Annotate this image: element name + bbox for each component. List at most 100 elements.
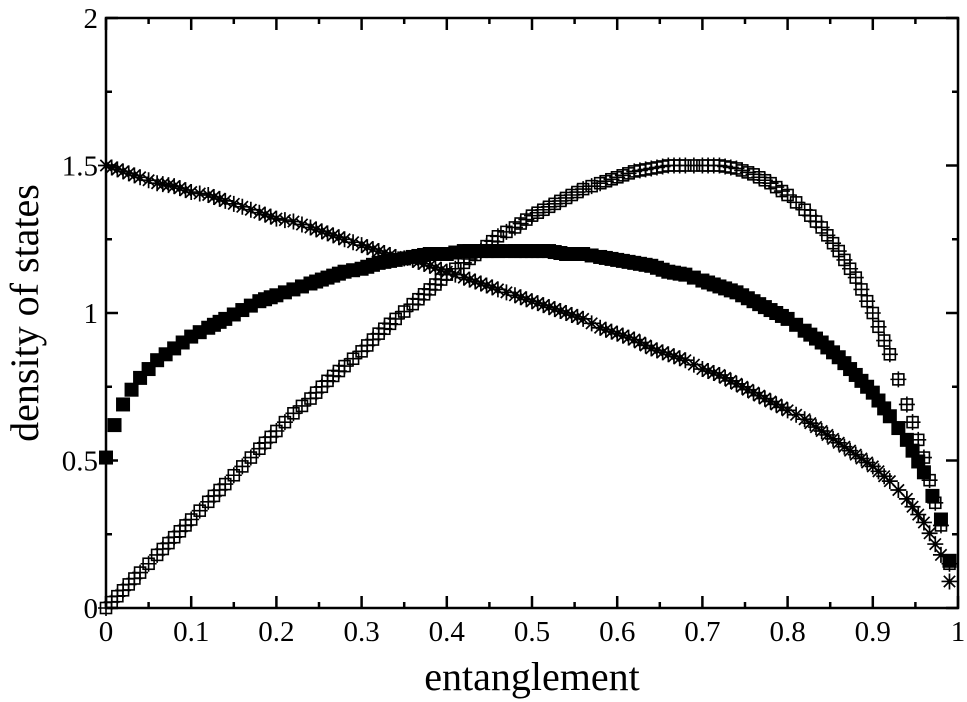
data-point bbox=[660, 346, 677, 363]
data-point bbox=[461, 271, 478, 288]
data-point bbox=[890, 371, 907, 388]
data-point bbox=[859, 454, 876, 471]
data-point bbox=[546, 301, 563, 318]
data-point bbox=[251, 204, 268, 221]
data-point bbox=[489, 228, 506, 245]
data-point bbox=[98, 157, 114, 174]
data-point bbox=[739, 381, 756, 398]
data-point bbox=[891, 421, 906, 436]
data-point bbox=[132, 169, 149, 186]
data-point bbox=[99, 450, 113, 465]
data-point bbox=[685, 356, 702, 373]
x-tick-label: 0.9 bbox=[855, 616, 891, 648]
data-point bbox=[535, 297, 552, 314]
data-point bbox=[498, 284, 515, 301]
data-point bbox=[825, 430, 842, 447]
data-point bbox=[592, 319, 609, 336]
data-point bbox=[648, 342, 665, 359]
data-point bbox=[768, 396, 785, 413]
data-point bbox=[285, 213, 302, 230]
data-point bbox=[512, 289, 529, 306]
y-tick-label: 0.5 bbox=[62, 446, 98, 478]
data-point bbox=[234, 198, 251, 215]
data-point bbox=[728, 375, 745, 392]
data-point bbox=[853, 450, 870, 467]
data-point bbox=[498, 223, 515, 240]
data-point bbox=[933, 512, 948, 527]
data-point bbox=[552, 303, 569, 320]
data-point bbox=[211, 190, 228, 207]
data-point bbox=[285, 405, 302, 422]
data-point bbox=[853, 281, 870, 298]
data-point bbox=[387, 248, 404, 265]
data-point bbox=[773, 399, 790, 416]
data-point bbox=[904, 498, 921, 515]
data-point bbox=[242, 449, 259, 466]
series-open-square-plus bbox=[98, 157, 958, 616]
data-point bbox=[506, 287, 523, 304]
data-point bbox=[762, 393, 779, 410]
data-point bbox=[745, 384, 762, 401]
data-point bbox=[819, 426, 836, 443]
data-point bbox=[905, 443, 920, 458]
data-point bbox=[779, 402, 796, 419]
data-point bbox=[308, 221, 325, 238]
data-point bbox=[225, 195, 242, 212]
x-tick-label: 0.7 bbox=[684, 616, 720, 648]
data-point bbox=[569, 308, 586, 325]
axis-tick-labels: 0 0.1 0.2 0.3 0.4 0.5 0.6 0.7 0.8 0.9 1 0 0.5 1 1.5 2 bbox=[62, 3, 966, 648]
data-point bbox=[631, 334, 648, 351]
data-point bbox=[910, 506, 927, 523]
data-point bbox=[836, 438, 853, 455]
data-point bbox=[942, 553, 957, 568]
x-axis-title: entanglement bbox=[424, 654, 639, 699]
y-tick-label: 1 bbox=[84, 298, 99, 330]
data-point bbox=[882, 409, 897, 424]
data-point bbox=[345, 350, 362, 367]
y-tick-label: 1.5 bbox=[62, 151, 98, 183]
data-point bbox=[788, 194, 805, 211]
data-point bbox=[262, 208, 279, 225]
data-point bbox=[921, 525, 938, 542]
data-point bbox=[387, 310, 404, 327]
data-point bbox=[396, 250, 413, 267]
data-point bbox=[927, 536, 944, 553]
data-point bbox=[643, 340, 660, 357]
data-point bbox=[609, 325, 626, 342]
data-point bbox=[925, 488, 940, 503]
data-point bbox=[870, 318, 887, 335]
data-point bbox=[788, 406, 805, 423]
data-point bbox=[217, 192, 234, 209]
data-point bbox=[558, 305, 575, 321]
data-point bbox=[881, 346, 898, 363]
x-tick-label: 0.8 bbox=[769, 616, 805, 648]
data-point bbox=[345, 234, 362, 251]
data-point bbox=[427, 259, 444, 276]
data-point bbox=[109, 161, 126, 178]
data-point bbox=[898, 396, 915, 413]
data-point bbox=[376, 245, 393, 262]
data-point bbox=[205, 188, 222, 205]
data-point bbox=[637, 337, 654, 354]
data-point bbox=[484, 279, 501, 296]
x-tick-label: 0 bbox=[99, 616, 114, 648]
data-point bbox=[904, 414, 921, 431]
data-point bbox=[911, 454, 926, 469]
data-point bbox=[583, 178, 600, 195]
data-point bbox=[575, 310, 592, 327]
data-point bbox=[734, 378, 751, 395]
data-point bbox=[115, 163, 132, 180]
data-point bbox=[302, 219, 319, 236]
y-tick-label: 2 bbox=[84, 3, 99, 35]
data-point bbox=[359, 239, 376, 256]
data-point bbox=[941, 573, 958, 590]
data-point bbox=[711, 366, 728, 383]
data-point bbox=[200, 187, 217, 203]
data-point bbox=[293, 216, 310, 233]
data-point bbox=[166, 178, 183, 195]
data-point bbox=[847, 446, 864, 463]
data-point bbox=[898, 490, 915, 507]
data-point bbox=[489, 281, 506, 298]
data-point bbox=[478, 277, 495, 294]
data-point bbox=[132, 564, 149, 581]
